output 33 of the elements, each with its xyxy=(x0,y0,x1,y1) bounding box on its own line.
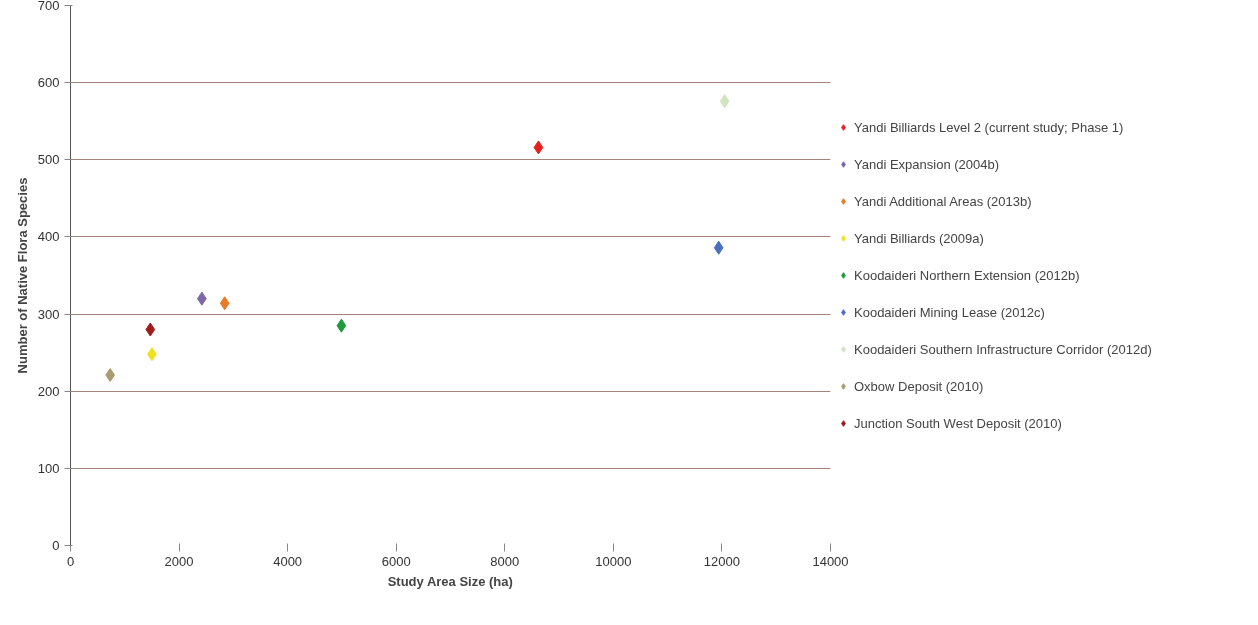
y-tick-label: 0 xyxy=(52,538,60,553)
legend-label: Yandi Expansion (2004b) xyxy=(854,156,1000,172)
point xyxy=(533,140,544,155)
legend-label: Koodaideri Northern Extension (2012b) xyxy=(854,267,1080,283)
y-tick-label: 200 xyxy=(37,383,60,399)
legend-label: Oxbow Deposit (2010) xyxy=(854,378,984,394)
x-tick-label: 12000 xyxy=(703,553,741,569)
y-tick-label: 600 xyxy=(37,75,60,91)
x-tick-label: 10000 xyxy=(595,553,632,569)
legend-label: Junction South West Deposit (2010) xyxy=(854,415,1062,431)
x-tick-label: 0 xyxy=(66,553,75,569)
x-axis-title: Study Area Size (ha) xyxy=(387,573,513,589)
legend-label: Koodaideri Mining Lease (2012c) xyxy=(854,304,1045,320)
y-tick-label: 700 xyxy=(37,0,60,13)
y-axis-title: Number of Native Flora Species xyxy=(14,177,30,374)
y-tick-label: 500 xyxy=(37,152,60,168)
legend-label: Yandi Additional Areas (2013b) xyxy=(854,193,1032,209)
x-tick-label: 6000 xyxy=(381,553,411,569)
point xyxy=(145,322,156,337)
x-tick-label: 4000 xyxy=(273,553,303,569)
point xyxy=(336,318,347,333)
y-tick-label: 300 xyxy=(37,306,60,322)
point xyxy=(219,296,230,311)
y-tick-label: 100 xyxy=(37,460,60,476)
y-tick-label: 400 xyxy=(37,229,60,245)
x-tick-label: 2000 xyxy=(164,553,194,569)
x-tick-label: 8000 xyxy=(490,553,520,569)
point xyxy=(713,240,724,255)
legend-label: Yandi Billiards Level 2 (current study; Phase 1) xyxy=(854,119,1124,135)
point xyxy=(719,94,730,109)
x-tick-label: 14000 xyxy=(812,553,849,569)
legend-label: Koodaideri Southern Infrastructure Corridor (2012d) xyxy=(854,341,1152,357)
legend-label: Yandi Billiards (2009a) xyxy=(854,230,984,246)
